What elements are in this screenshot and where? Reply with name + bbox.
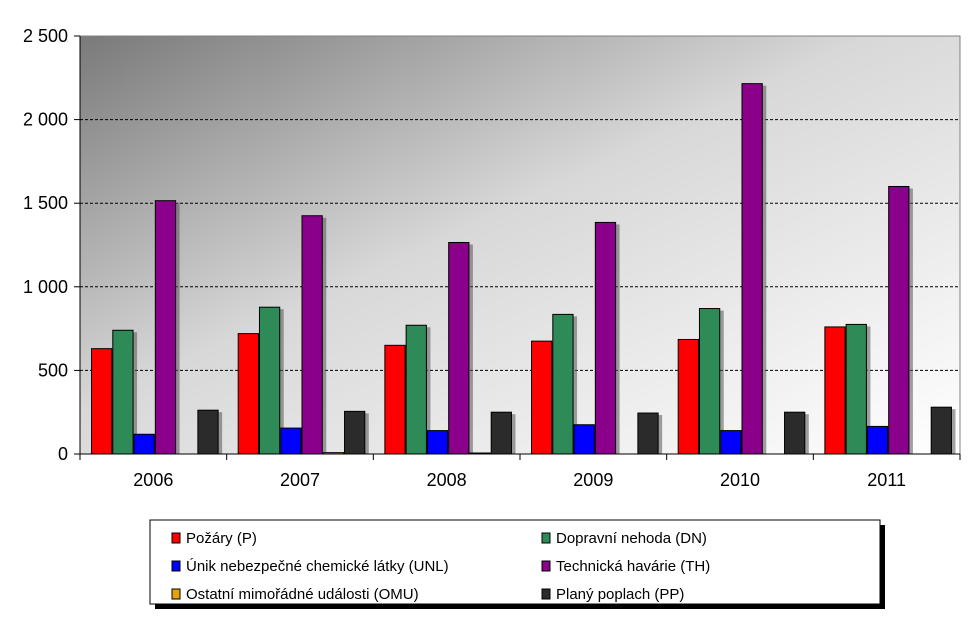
- bar: [237, 333, 259, 455]
- bar: [344, 410, 366, 455]
- bar: [490, 411, 512, 455]
- x-tick-label: 2006: [133, 470, 173, 490]
- bar: [384, 344, 406, 455]
- bar: [426, 430, 449, 455]
- bar: [845, 323, 867, 455]
- bar: [133, 433, 155, 455]
- bar: [258, 306, 281, 455]
- legend-swatch: [171, 588, 181, 600]
- bar: [448, 241, 470, 455]
- bar: [197, 409, 219, 455]
- legend-label: Dopravní nehoda (DN): [556, 530, 707, 547]
- legend-label: Planý poplach (PP): [556, 586, 684, 603]
- y-tick-label: 0: [58, 444, 68, 464]
- bar: [698, 308, 721, 455]
- bar: [552, 313, 574, 455]
- legend-swatch: [541, 532, 551, 544]
- bar: [784, 411, 806, 455]
- x-tick-label: 2009: [573, 470, 613, 490]
- legend-label: Únik nebezpečné chemické látky (UNL): [186, 558, 449, 575]
- bar: [405, 324, 427, 455]
- y-tick-label: 1 500: [23, 193, 68, 213]
- bar: [930, 406, 952, 455]
- legend-label: Požáry (P): [186, 530, 257, 547]
- bar: [531, 340, 553, 455]
- legend-label: Ostatní mimořádné události (OMU): [186, 586, 419, 603]
- bar: [720, 430, 742, 455]
- legend: Požáry (P) Dopravní nehoda (DN) Únik nebez…: [149, 519, 885, 609]
- bar: [573, 424, 595, 455]
- plot-area: [79, 35, 961, 455]
- y-tick-label: 500: [38, 360, 68, 380]
- y-tick-label: 2 000: [23, 110, 68, 130]
- axes: 0 500 1 000 1 500 2 000 2 500 2006 2007 2008 2009…: [23, 26, 961, 490]
- legend-box: [149, 519, 881, 605]
- bar: [888, 185, 910, 455]
- x-tick-label: 2008: [427, 470, 467, 490]
- y-tick-label: 1 000: [23, 277, 68, 297]
- x-tick-label: 2010: [720, 470, 760, 490]
- legend-swatch: [541, 588, 551, 600]
- grid-lines: [80, 119, 960, 371]
- legend-swatch: [171, 560, 181, 572]
- bar: [91, 348, 113, 455]
- x-tick-label: 2007: [280, 470, 320, 490]
- bar: [824, 326, 846, 455]
- bar: [677, 338, 699, 455]
- bar: [594, 221, 617, 455]
- bar: [741, 83, 763, 455]
- bars: [91, 83, 956, 455]
- legend-swatch: [171, 532, 181, 544]
- legend-label: Technická havárie (TH): [556, 558, 710, 575]
- y-tick-label: 2 500: [23, 26, 68, 46]
- bar: [112, 329, 134, 455]
- x-tick-label: 2011: [867, 470, 906, 490]
- bar: [866, 425, 889, 455]
- bar: [637, 412, 659, 455]
- legend-swatch: [541, 560, 551, 572]
- bar: [280, 427, 302, 455]
- bar: [154, 200, 177, 455]
- bar: [301, 215, 323, 455]
